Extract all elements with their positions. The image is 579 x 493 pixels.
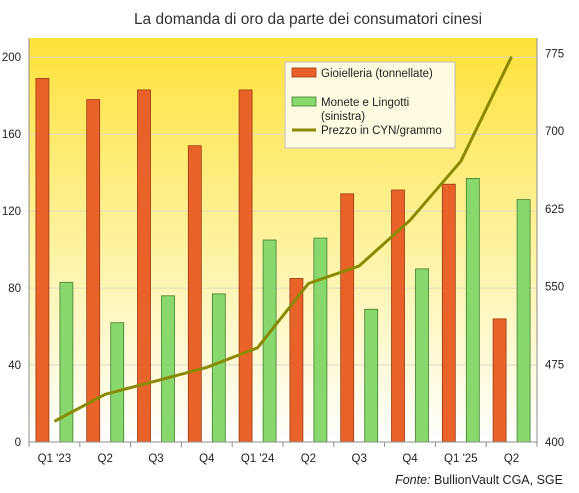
x-tick-label: Q2: [301, 453, 316, 465]
x-tick-label: Q2: [98, 453, 113, 465]
x-tick-label: Q3: [148, 453, 163, 465]
x-tick-label: Q2: [504, 453, 519, 465]
bar-coins-bars: [313, 237, 328, 443]
y-left-tick-label: 200: [2, 52, 21, 64]
legend-swatch-jewellery: [291, 67, 317, 78]
y-right-tick-label: 700: [545, 126, 564, 138]
chart-title: La domanda di oro da parte dei consumato…: [134, 11, 482, 28]
x-tick-label: Q1 '23: [38, 453, 72, 465]
x-tick-label: Q1 '24: [241, 453, 275, 465]
x-tick-label: Q1 '25: [444, 453, 478, 465]
legend: Gioielleria (tonnellate) Monete e Lingot…: [284, 61, 456, 149]
source-text: BullionVault CGA, SGE: [434, 473, 563, 487]
price-line: [53, 55, 513, 423]
plot-area: [29, 38, 537, 442]
legend-label-price: Prezzo in CYN/grammo: [321, 125, 442, 137]
bar-jewellery: [35, 78, 50, 443]
source-label: Fonte:: [395, 473, 430, 487]
y-left-tick-label: 160: [2, 129, 21, 141]
bar-jewellery: [86, 99, 101, 443]
x-tick-label: Q4: [402, 453, 418, 465]
legend-swatch-coins-bars: [291, 96, 317, 107]
legend-label-coins-bars: Monete e Lingotti (sinistra): [321, 97, 412, 123]
bar-coins-bars: [262, 239, 277, 443]
bar-coins-bars: [516, 199, 531, 443]
bar-coins-bars: [364, 308, 379, 443]
bar-coins-bars: [161, 295, 175, 443]
bar-jewellery: [137, 89, 151, 443]
y-left-tick-label: 0: [15, 437, 21, 449]
y-right-tick-label: 400: [545, 437, 564, 449]
bar-jewellery: [187, 145, 202, 443]
y-right-tick-label: 550: [545, 282, 564, 294]
y-left-tick-label: 40: [8, 360, 21, 372]
bar-coins-bars: [465, 178, 480, 443]
y-left-tick-label: 120: [2, 206, 21, 218]
bar-jewellery: [238, 89, 253, 443]
y-right-tick-label: 475: [545, 359, 564, 371]
y-right-tick-label: 625: [545, 204, 564, 216]
legend-label-jewellery: Gioielleria (tonnellate): [321, 68, 433, 80]
y-right-tick-label: 775: [545, 49, 564, 61]
axes: 0 40 80 120 160 200 400 475 550 625 700 775 Q1 '23 Q2…: [2, 38, 564, 465]
bar-coins-bars: [211, 293, 226, 443]
x-tick-label: Q3: [352, 453, 367, 465]
legend-label-coins-bars-line-1: Monete e Lingotti: [321, 97, 409, 109]
bar-jewellery: [441, 183, 456, 443]
x-tick-label: Q4: [199, 453, 215, 465]
y-left-tick-label: 80: [8, 283, 21, 295]
bar-jewellery: [340, 193, 355, 443]
bar-coins-bars: [415, 268, 429, 443]
source-note: Fonte: BullionVault CGA, SGE: [395, 473, 563, 487]
price-line-group: [53, 55, 513, 423]
bar-coins-bars: [110, 322, 125, 443]
legend-label-coins-bars-line-2: (sinistra): [321, 111, 365, 123]
bar-jewellery: [492, 318, 507, 443]
